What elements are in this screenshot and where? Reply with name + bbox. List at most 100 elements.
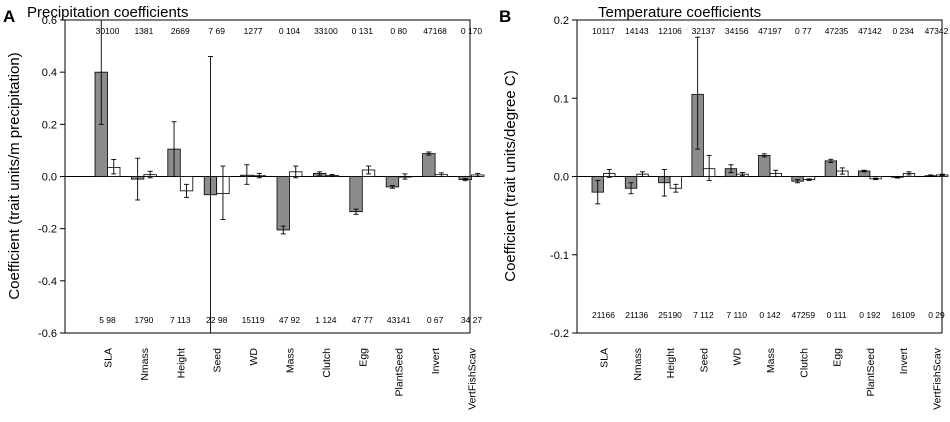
top-count-label: 1277 bbox=[244, 26, 263, 36]
bottom-count-label: 0 192 bbox=[859, 310, 881, 320]
panel-a-labels: 30100 5 98 SLA 1381 1790 Nmass 2669 7 113 Height… bbox=[96, 26, 483, 410]
top-count-label: 14143 bbox=[625, 26, 649, 36]
bar-grey-mass bbox=[758, 154, 771, 177]
bottom-count-label: 7 112 bbox=[693, 310, 714, 320]
top-count-label: 34156 bbox=[725, 26, 749, 36]
bottom-count-label: 47 77 bbox=[352, 315, 374, 325]
bottom-count-label: 1790 bbox=[134, 315, 153, 325]
y-tick-label: 0.1 bbox=[554, 93, 569, 105]
top-count-label: 7 69 bbox=[208, 26, 225, 36]
x-category-label: Nmass bbox=[139, 348, 151, 381]
x-category-label: Seed bbox=[212, 348, 224, 373]
bar-grey-mass bbox=[276, 176, 290, 231]
bottom-count-label: 7 110 bbox=[726, 310, 747, 320]
bar-grey-egg bbox=[349, 176, 363, 213]
bottom-count-label: 0 67 bbox=[427, 315, 444, 325]
panel-a-y-axis-label: Coefficient (trait units/m precipitation… bbox=[6, 52, 23, 299]
bottom-count-label: 1 124 bbox=[315, 315, 337, 325]
x-category-label: WD bbox=[248, 348, 260, 366]
panel-a-title: Precipitation coefficients bbox=[27, 4, 188, 21]
bottom-count-label: 21166 bbox=[592, 310, 615, 320]
bottom-count-label: 22 98 bbox=[206, 315, 228, 325]
x-category-label: Egg bbox=[832, 348, 844, 367]
top-count-label: 30100 bbox=[96, 26, 120, 36]
panel-b-bars bbox=[591, 93, 949, 193]
bottom-count-label: 34 27 bbox=[461, 315, 483, 325]
top-count-label: 0 80 bbox=[390, 26, 407, 36]
top-count-label: 47168 bbox=[423, 26, 447, 36]
y-tick-label: 0.4 bbox=[42, 67, 57, 79]
top-count-label: 47197 bbox=[758, 26, 782, 36]
panel-letter-a: A bbox=[3, 7, 15, 26]
bottom-count-label: 25190 bbox=[658, 310, 682, 320]
top-count-label: 10117 bbox=[592, 26, 615, 36]
y-tick-label: 0.0 bbox=[554, 172, 569, 184]
bottom-count-label: 5 98 bbox=[99, 315, 116, 325]
top-count-label: 32137 bbox=[692, 26, 716, 36]
x-category-label: Height bbox=[665, 348, 677, 378]
x-category-label: PlantSeed bbox=[394, 348, 406, 397]
x-category-label: SLA bbox=[599, 348, 611, 368]
panel-a-error-bars bbox=[98, 19, 481, 334]
panel-b-error-bars bbox=[595, 36, 945, 205]
x-category-label: Mass bbox=[765, 348, 777, 373]
bar-grey-invert bbox=[422, 153, 436, 177]
y-tick-label: -0.2 bbox=[38, 224, 57, 236]
panel-a-bars bbox=[94, 71, 485, 231]
panel-b-title: Temperature coefficients bbox=[598, 4, 761, 21]
panel-a: A Precipitation coefficients Coefficient… bbox=[3, 4, 485, 410]
top-count-label: 0 234 bbox=[893, 26, 915, 36]
x-category-label: Invert bbox=[430, 348, 442, 374]
x-category-label: Seed bbox=[698, 348, 710, 373]
x-category-label: Clutch bbox=[321, 348, 333, 378]
bottom-count-label: 0 142 bbox=[759, 310, 781, 320]
x-category-label: Invert bbox=[898, 348, 910, 374]
x-category-label: PlantSeed bbox=[865, 348, 877, 397]
y-tick-label: -0.6 bbox=[38, 328, 57, 340]
bottom-count-label: 47259 bbox=[791, 310, 815, 320]
bottom-count-label: 21136 bbox=[625, 310, 648, 320]
top-count-label: 0 77 bbox=[795, 26, 812, 36]
bottom-count-label: 0 111 bbox=[827, 310, 847, 320]
panel-b: B Temperature coefficients Coefficient (… bbox=[499, 4, 949, 410]
y-tick-label: 0.2 bbox=[554, 15, 569, 27]
y-tick-label: -0.2 bbox=[550, 328, 569, 340]
x-category-label: VertFishScav bbox=[932, 347, 944, 410]
top-count-label: 0 131 bbox=[352, 26, 374, 36]
top-count-label: 47142 bbox=[858, 26, 882, 36]
x-category-label: WD bbox=[732, 348, 744, 366]
x-category-label: Nmass bbox=[632, 348, 644, 381]
y-tick-label: 0.6 bbox=[42, 15, 57, 27]
panel-b-labels: 10117 21166 SLA 14143 21136 Nmass 12106 25190 He… bbox=[592, 26, 949, 410]
top-count-label: 33100 bbox=[314, 26, 338, 36]
top-count-label: 47342 bbox=[925, 26, 949, 36]
panel-letter-b: B bbox=[499, 7, 511, 26]
y-tick-label: -0.4 bbox=[38, 276, 57, 288]
y-tick-label: -0.1 bbox=[550, 250, 569, 262]
top-count-label: 0 104 bbox=[279, 26, 301, 36]
top-count-label: 47235 bbox=[825, 26, 849, 36]
x-category-label: VertFishScav bbox=[467, 347, 479, 410]
x-category-label: SLA bbox=[103, 348, 115, 368]
x-category-label: Egg bbox=[357, 348, 369, 367]
panel-b-y-axis-label: Coefficient (trait units/degree C) bbox=[502, 70, 519, 282]
bottom-count-label: 43141 bbox=[387, 315, 411, 325]
panel-b-y-axis: -0.2 -0.1 0.0 0.1 0.2 bbox=[550, 15, 577, 340]
bottom-count-label: 47 92 bbox=[279, 315, 301, 325]
bottom-count-label: 0 29 bbox=[928, 310, 945, 320]
top-count-label: 1381 bbox=[134, 26, 153, 36]
bottom-count-label: 7 113 bbox=[170, 315, 191, 325]
y-tick-label: 0.2 bbox=[42, 119, 57, 131]
top-count-label: 2669 bbox=[171, 26, 190, 36]
panel-a-y-axis: -0.6 -0.4 -0.2 0.0 0.2 0.4 0.6 bbox=[38, 15, 65, 340]
x-category-label: Mass bbox=[285, 348, 297, 373]
bottom-count-label: 16109 bbox=[891, 310, 915, 320]
y-tick-label: 0.0 bbox=[42, 172, 57, 184]
x-category-label: Height bbox=[175, 348, 187, 378]
top-count-label: 12106 bbox=[658, 26, 682, 36]
x-category-label: Clutch bbox=[798, 348, 810, 378]
top-count-label: 0 170 bbox=[461, 26, 483, 36]
bar-grey-egg bbox=[824, 160, 837, 177]
bottom-count-label: 15119 bbox=[242, 315, 265, 325]
